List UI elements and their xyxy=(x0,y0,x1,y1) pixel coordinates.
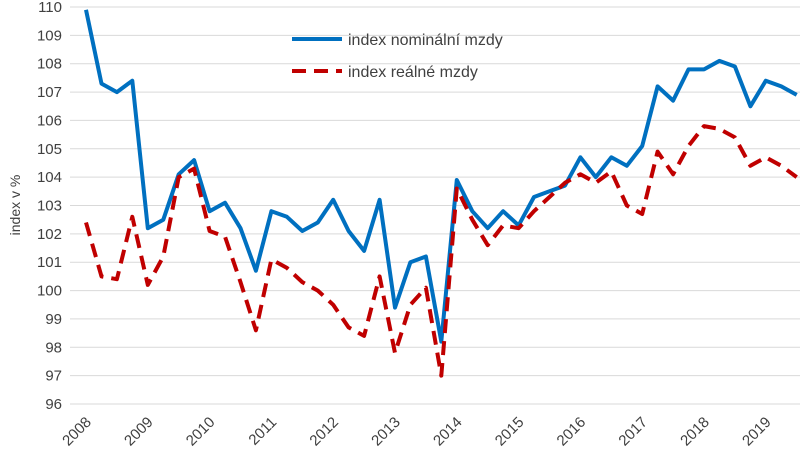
legend: index nominální mzdy index reálné mzdy xyxy=(292,32,503,81)
legend-label-real: index reálné mzdy xyxy=(348,64,478,81)
y-tick-label: 109 xyxy=(37,27,62,44)
x-tick-label: 2014 xyxy=(430,414,466,450)
y-tick-label: 100 xyxy=(37,283,62,300)
y-tick-label: 97 xyxy=(45,368,62,385)
x-tick-label: 2013 xyxy=(368,414,404,450)
x-tick-label: 2009 xyxy=(121,414,157,450)
y-tick-label: 102 xyxy=(37,226,62,243)
y-tick-label: 104 xyxy=(37,169,62,186)
series-line-nominal xyxy=(84,9,798,344)
x-tick-label: 2010 xyxy=(183,414,219,450)
legend-item-nominal: index nominální mzdy xyxy=(292,32,503,49)
legend-item-real: index reálné mzdy xyxy=(292,64,478,81)
x-tick-label: 2011 xyxy=(245,414,280,449)
y-tick-label: 103 xyxy=(37,198,62,215)
x-tick-label: 2018 xyxy=(677,414,713,450)
y-tick-label: 108 xyxy=(37,56,62,73)
x-tick-label: 2016 xyxy=(554,414,590,450)
y-axis-label: index v % xyxy=(7,175,23,236)
x-tick-label: 2019 xyxy=(739,414,775,450)
y-tick-label: 99 xyxy=(45,311,62,328)
x-tick-label: 2017 xyxy=(615,414,651,450)
x-axis-ticks: 2008 2009 2010 2011 2012 2013 2014 2015 2016 2017… xyxy=(59,414,774,450)
gridlines xyxy=(70,6,800,405)
y-tick-label: 106 xyxy=(37,112,62,129)
series-line-real xyxy=(84,124,798,378)
y-axis-ticks: 96 97 98 99 100 101 102 103 104 105 106 107 108 109 11… xyxy=(37,0,62,413)
x-tick-label: 2012 xyxy=(306,414,342,450)
y-tick-label: 110 xyxy=(38,0,62,16)
y-tick-label: 101 xyxy=(37,254,62,271)
x-tick-label: 2008 xyxy=(59,414,95,450)
series-lines xyxy=(84,9,798,378)
y-tick-label: 96 xyxy=(45,396,62,413)
legend-label-nominal: index nominální mzdy xyxy=(348,32,503,49)
y-tick-label: 105 xyxy=(37,141,62,158)
y-tick-label: 98 xyxy=(45,339,62,356)
y-tick-label: 107 xyxy=(37,84,62,101)
x-tick-label: 2015 xyxy=(492,414,528,450)
